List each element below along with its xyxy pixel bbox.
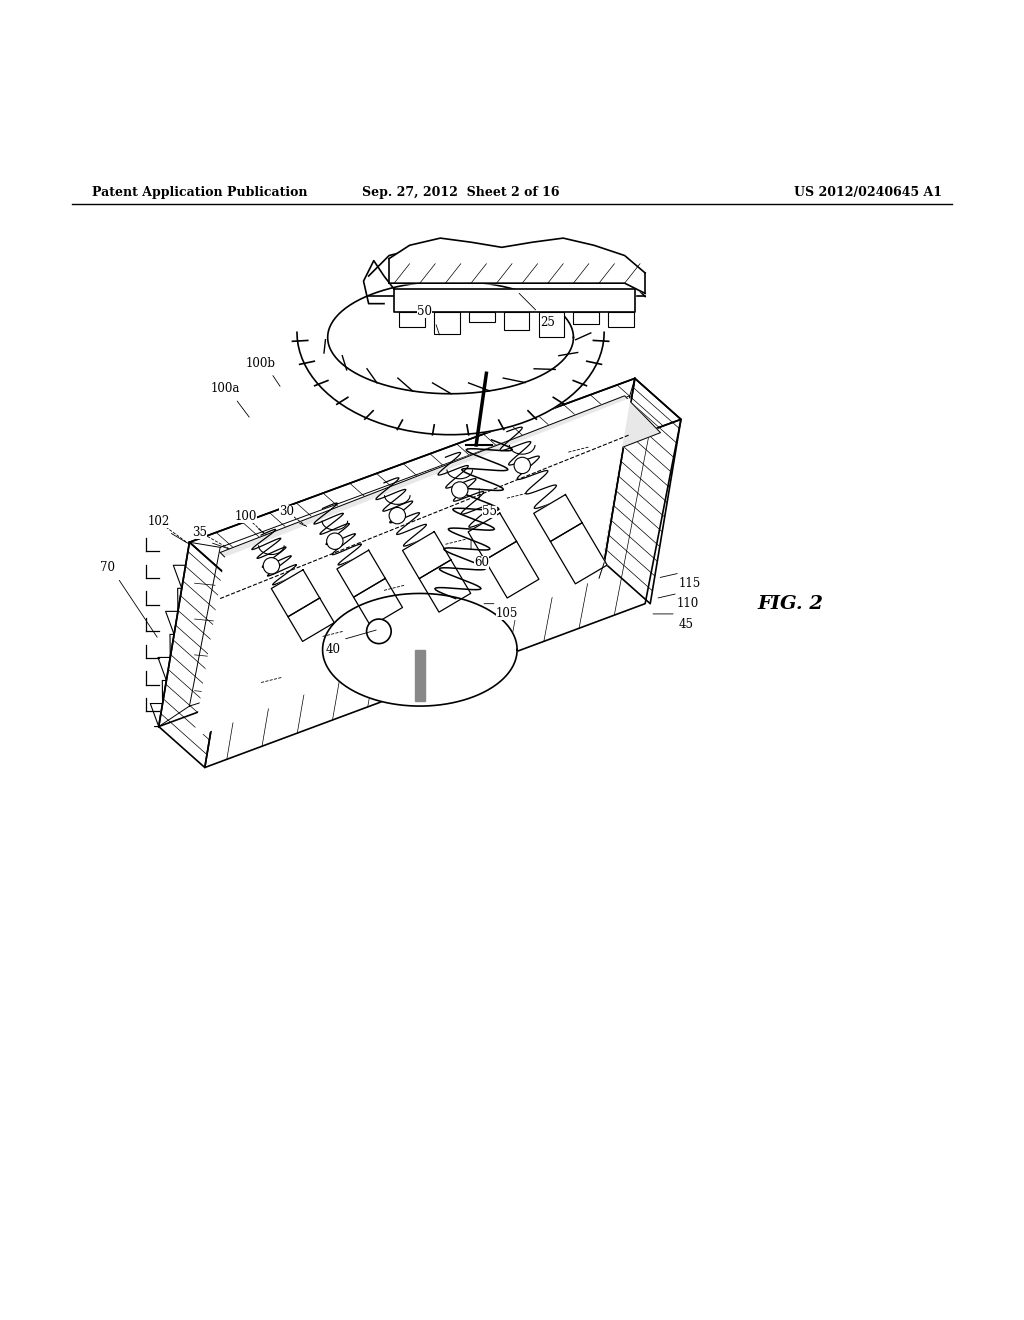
- Polygon shape: [415, 649, 425, 701]
- Polygon shape: [159, 379, 635, 726]
- Polygon shape: [604, 379, 681, 603]
- Polygon shape: [328, 281, 573, 393]
- Circle shape: [367, 619, 391, 644]
- Polygon shape: [323, 594, 517, 706]
- Bar: [573, 312, 599, 325]
- Polygon shape: [484, 541, 539, 598]
- Polygon shape: [402, 532, 451, 578]
- Text: 110: 110: [677, 597, 699, 610]
- Text: US 2012/0240645 A1: US 2012/0240645 A1: [794, 186, 942, 198]
- Polygon shape: [271, 570, 319, 616]
- Bar: [504, 312, 529, 330]
- Polygon shape: [468, 513, 516, 560]
- Bar: [469, 312, 495, 322]
- Polygon shape: [189, 379, 681, 583]
- Text: 105: 105: [496, 607, 518, 620]
- Polygon shape: [220, 396, 660, 589]
- Circle shape: [327, 533, 343, 549]
- Bar: [608, 312, 634, 327]
- Text: 30: 30: [280, 506, 294, 517]
- Bar: [434, 312, 460, 334]
- Polygon shape: [419, 560, 471, 612]
- Text: 115: 115: [679, 577, 701, 590]
- Text: Sep. 27, 2012  Sheet 2 of 16: Sep. 27, 2012 Sheet 2 of 16: [362, 186, 559, 198]
- Polygon shape: [353, 578, 402, 626]
- Text: 55: 55: [482, 506, 497, 517]
- Circle shape: [263, 557, 280, 574]
- Text: 70: 70: [100, 561, 115, 574]
- Polygon shape: [534, 495, 582, 541]
- Text: 102: 102: [147, 515, 170, 528]
- Polygon shape: [394, 289, 635, 312]
- Bar: [539, 312, 564, 338]
- Text: 35: 35: [193, 525, 207, 539]
- Text: 40: 40: [326, 643, 340, 656]
- Text: Patent Application Publication: Patent Application Publication: [92, 186, 307, 198]
- Text: 60: 60: [474, 556, 488, 569]
- Text: 45: 45: [679, 618, 693, 631]
- Polygon shape: [288, 598, 334, 642]
- Text: 25: 25: [541, 315, 555, 329]
- Text: 100a: 100a: [211, 383, 240, 395]
- Bar: [399, 312, 425, 327]
- Text: 100: 100: [234, 510, 257, 523]
- Polygon shape: [337, 550, 385, 597]
- Polygon shape: [159, 543, 236, 767]
- Circle shape: [389, 507, 406, 524]
- Polygon shape: [297, 333, 604, 434]
- Polygon shape: [195, 399, 630, 737]
- Text: FIG. 2: FIG. 2: [758, 595, 823, 612]
- Polygon shape: [550, 523, 607, 583]
- Circle shape: [452, 482, 468, 498]
- Text: 100b: 100b: [246, 356, 276, 370]
- Text: 50: 50: [418, 305, 432, 318]
- Circle shape: [514, 457, 530, 474]
